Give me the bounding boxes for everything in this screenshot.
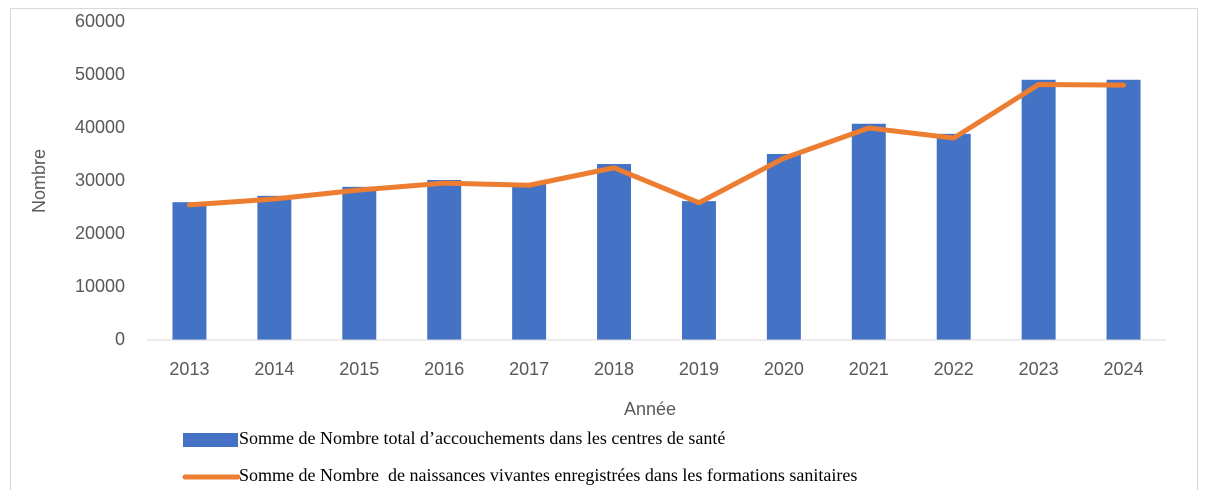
bar [1021,79,1056,341]
bar [851,123,886,340]
y-tick-label: 10000 [75,276,125,296]
x-tick-label: 2013 [169,359,209,379]
x-tick-label: 2024 [1104,359,1144,379]
y-tick-label: 40000 [75,117,125,137]
x-tick-label: 2020 [764,359,804,379]
x-tick-label: 2015 [339,359,379,379]
x-tick-label: 2023 [1019,359,1059,379]
y-tick-label: 0 [115,329,125,349]
bar [342,186,377,340]
y-tick-label: 60000 [75,11,125,31]
y-tick-label: 50000 [75,64,125,84]
legend-swatch [183,433,238,447]
x-tick-label: 2018 [594,359,634,379]
x-tick-label: 2017 [509,359,549,379]
bar [766,153,801,340]
x-tick-label: 2022 [934,359,974,379]
bar [172,202,207,340]
legend-label: Somme de Nombre de naissances vivantes e… [239,465,857,485]
x-tick-label: 2019 [679,359,719,379]
line [186,82,1127,208]
bar [512,183,547,340]
y-tick-label: 30000 [75,170,125,190]
chart-frame [10,8,1198,490]
bar [427,179,462,340]
bar [936,133,971,340]
bar [597,164,632,340]
bar [257,195,292,340]
x-tick-label: 2016 [424,359,464,379]
legend-label: Somme de Nombre total d’accouchements da… [239,428,725,448]
y-tick-label: 20000 [75,223,125,243]
x-tick-label: 2021 [849,359,889,379]
x-axis-label: Année [624,399,676,419]
bar [1106,79,1141,341]
x-tick-label: 2014 [254,359,294,379]
bar [681,201,716,340]
y-axis-label: Nombre [29,149,49,213]
